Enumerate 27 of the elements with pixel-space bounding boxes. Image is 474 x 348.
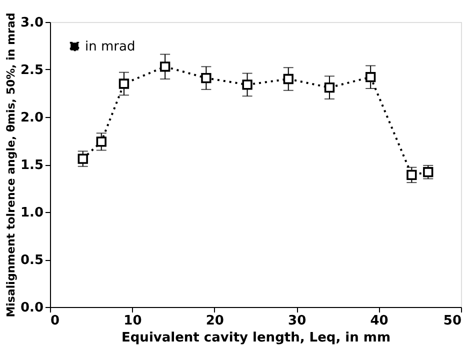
y-tick-label: 1.0 <box>20 206 44 220</box>
point <box>242 80 252 90</box>
point <box>406 170 417 180</box>
x-tick-label: 20 <box>206 314 224 328</box>
point <box>96 136 106 147</box>
x-tick-label: 10 <box>124 314 142 328</box>
y-tick-label: 3.0 <box>20 16 44 30</box>
x-tick-label: 40 <box>370 314 388 328</box>
x-tick-label: 50 <box>443 314 462 328</box>
point <box>423 167 434 178</box>
x-axis-title: Equivalent cavity length, Leq, in mm <box>121 330 391 346</box>
point <box>160 62 170 72</box>
legend-label: in mrad <box>85 40 136 54</box>
point <box>365 72 376 82</box>
x-tick-label: 30 <box>288 314 306 328</box>
y-tick-label: 2.0 <box>20 110 44 126</box>
point <box>78 154 88 164</box>
point <box>118 78 130 89</box>
y-axis-title: Misalignment tolrence angle, θmis, 50%, in mrad <box>4 12 18 318</box>
point <box>324 82 335 93</box>
x-tick-label: 0 <box>50 314 60 328</box>
y-tick-label: 0.0 <box>20 300 44 316</box>
y-tick-label: 0.5 <box>20 253 44 268</box>
point <box>201 72 212 84</box>
y-tick-label: 1.5 <box>20 158 44 173</box>
point <box>283 74 294 84</box>
y-tick-label: 2.5 <box>20 63 44 78</box>
